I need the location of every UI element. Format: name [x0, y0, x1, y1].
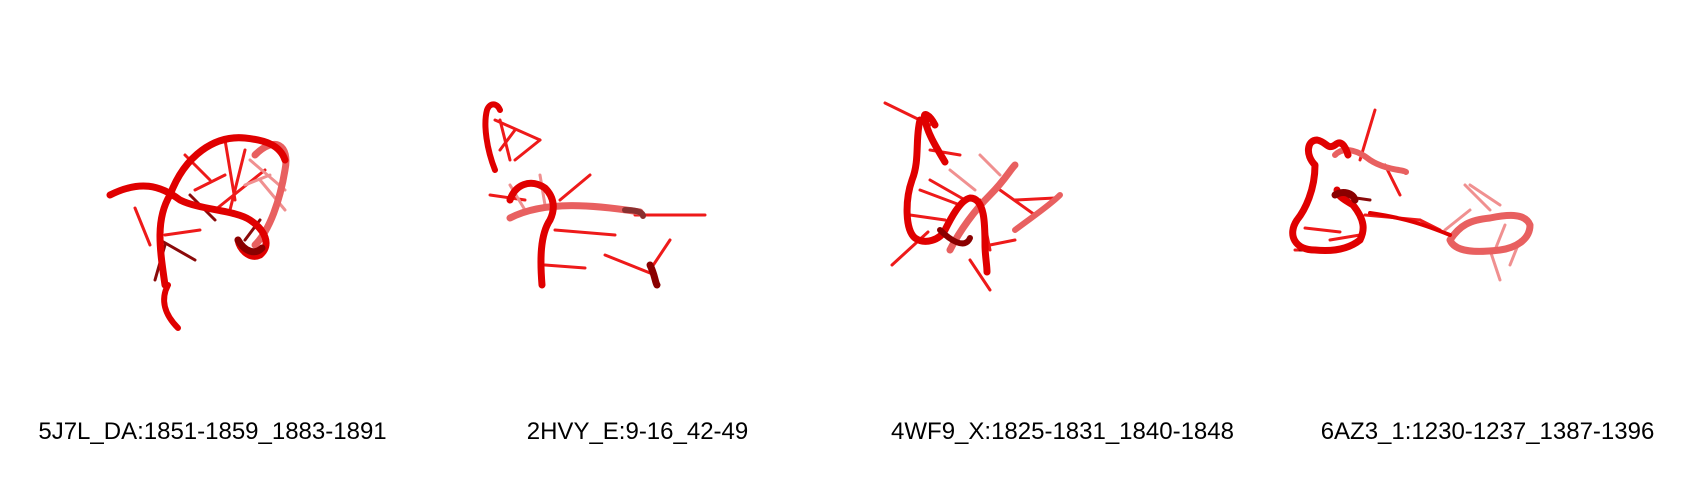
rna-structure-image-3 — [850, 60, 1275, 360]
panel-caption: 4WF9_X:1825-1831_1840-1848 — [850, 418, 1275, 446]
panel-caption: 6AZ3_1:1230-1237_1387-1396 — [1275, 418, 1700, 446]
panel-caption: 5J7L_DA:1851-1859_1883-1891 — [0, 418, 425, 446]
base-stick-light — [1490, 250, 1500, 280]
base-stick — [910, 215, 945, 220]
base-stick — [560, 175, 590, 200]
base-stick-light — [980, 155, 1000, 175]
base-stick-dark — [160, 240, 195, 260]
panel-caption: 2HVY_E:9-16_42-49 — [425, 418, 850, 446]
base-stick — [1305, 228, 1340, 232]
base-stick — [195, 175, 225, 190]
base-stick — [545, 265, 585, 268]
backbone-light — [1450, 215, 1530, 251]
backbone-light — [510, 206, 640, 218]
base-stick — [555, 230, 615, 235]
base-stick-light — [950, 170, 975, 190]
structure-panel-2: 2HVY_E:9-16_42-49 — [425, 0, 850, 480]
backbone — [1370, 213, 1450, 235]
base-stick — [135, 208, 150, 245]
backbone-dark — [650, 265, 657, 285]
rna-structure-image-2 — [425, 60, 850, 360]
backbone — [924, 115, 945, 162]
backbone — [164, 285, 178, 328]
base-stick — [1015, 198, 1055, 200]
backbone — [485, 104, 500, 170]
base-stick — [1000, 190, 1035, 215]
base-stick — [515, 140, 540, 160]
structure-panel-4: 6AZ3_1:1230-1237_1387-1396 — [1275, 0, 1700, 480]
rna-structure-image-4 — [1275, 60, 1700, 360]
structure-panel-1: 5J7L_DA:1851-1859_1883-1891 — [0, 0, 425, 480]
base-stick — [990, 240, 1015, 245]
structure-panel-3: 4WF9_X:1825-1831_1840-1848 — [850, 0, 1275, 480]
rna-structure-image-1 — [0, 60, 425, 360]
base-stick — [165, 230, 200, 235]
